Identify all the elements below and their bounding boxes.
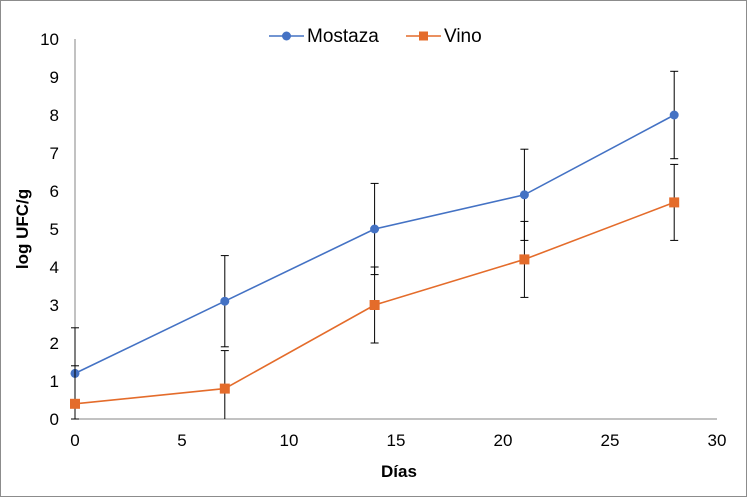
- data-point-mostaza: [220, 296, 230, 306]
- x-axis-title: Días: [381, 462, 417, 481]
- y-tick-label: 7: [50, 144, 59, 163]
- y-tick-label: 2: [50, 334, 59, 353]
- x-tick-label: 5: [177, 431, 186, 450]
- x-tick-label: 25: [601, 431, 620, 450]
- legend-marker-mostaza: [282, 31, 291, 41]
- data-point-vino: [519, 254, 530, 265]
- data-point-mostaza: [370, 224, 380, 234]
- legend-item-mostaza: Mostaza: [269, 26, 379, 47]
- y-tick-label: 1: [50, 372, 59, 391]
- y-tick-label: 4: [50, 258, 59, 277]
- data-point-vino: [669, 197, 680, 208]
- x-tick-label: 10: [280, 431, 299, 450]
- x-tick-label: 15: [387, 431, 406, 450]
- x-tick-label: 30: [708, 431, 727, 450]
- data-point-vino: [70, 398, 80, 409]
- legend-label-mostaza: Mostaza: [307, 26, 379, 47]
- legend: Mostaza Vino: [269, 26, 482, 47]
- legend-item-vino: Vino: [406, 26, 482, 47]
- y-axis-title: log UFC/g: [13, 189, 32, 269]
- data-point-vino: [219, 383, 230, 394]
- data-point-vino: [369, 300, 380, 310]
- y-tick-label: 9: [50, 68, 59, 87]
- y-tick-label: 3: [50, 296, 59, 315]
- y-tick-label: 10: [40, 30, 59, 49]
- legend-marker-vino: [419, 31, 428, 41]
- x-tick-label: 0: [70, 431, 79, 450]
- series-layer: [70, 70, 680, 420]
- axes: [74, 39, 717, 420]
- y-tick-label: 6: [50, 182, 59, 201]
- tick-labels: 0 5 10 15 20 25 30 0 1 2 3 4 5 6 7 8 9 10: [40, 30, 726, 450]
- y-tick-label: 8: [50, 106, 59, 125]
- legend-label-vino: Vino: [444, 26, 482, 47]
- y-tick-label: 0: [50, 410, 59, 429]
- x-tick-label: 20: [494, 431, 513, 450]
- y-tick-label: 5: [50, 220, 59, 239]
- data-point-mostaza: [519, 190, 529, 200]
- data-point-mostaza: [669, 110, 679, 120]
